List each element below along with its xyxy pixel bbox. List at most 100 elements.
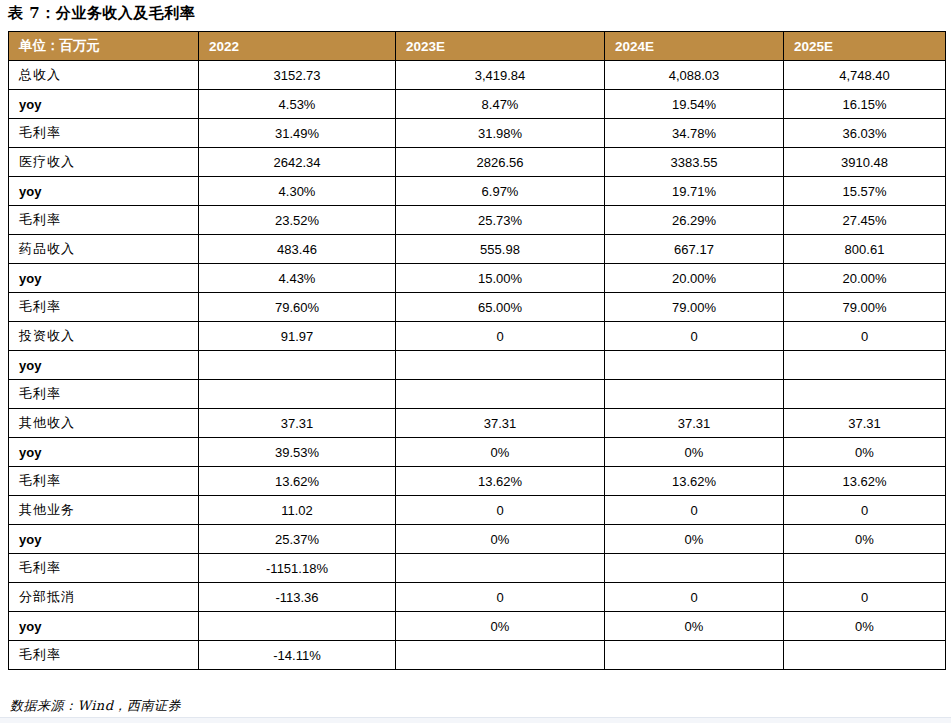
value-cell: 4.30% [199, 177, 396, 206]
table-row: 毛利率23.52%25.73%26.29%27.45% [9, 206, 946, 235]
value-cell: 39.53% [199, 438, 396, 467]
table-row: 毛利率31.49%31.98%34.78%36.03% [9, 119, 946, 148]
table-row: yoy39.53%0%0%0% [9, 438, 946, 467]
table-row: 毛利率-1151.18% [9, 554, 946, 583]
value-cell: 483.46 [199, 235, 396, 264]
value-cell: -14.11% [199, 641, 396, 670]
segment-revenue-table: 单位：百万元20222023E2024E2025E 总收入3152.733,41… [8, 31, 946, 670]
value-cell [396, 351, 605, 380]
value-cell: 13.62% [784, 467, 946, 496]
value-cell: 26.29% [605, 206, 784, 235]
value-cell: 19.54% [605, 90, 784, 119]
table-row: yoy25.37%0%0%0% [9, 525, 946, 554]
value-cell: 15.00% [396, 264, 605, 293]
row-label-cell: 毛利率 [9, 554, 199, 583]
row-label-cell: 其他收入 [9, 409, 199, 438]
table-row: 分部抵消-113.36000 [9, 583, 946, 612]
value-cell [199, 380, 396, 409]
value-cell: 2826.56 [396, 148, 605, 177]
value-cell: 0 [784, 496, 946, 525]
value-cell: 6.97% [396, 177, 605, 206]
table-row: 毛利率-14.11% [9, 641, 946, 670]
value-cell [605, 380, 784, 409]
value-cell: 16.15% [784, 90, 946, 119]
value-cell: 25.37% [199, 525, 396, 554]
header-cell-year: 2023E [396, 32, 605, 61]
value-cell: 2642.34 [199, 148, 396, 177]
table-row: yoy4.53%8.47%19.54%16.15% [9, 90, 946, 119]
row-label-cell: yoy [9, 438, 199, 467]
value-cell: 31.98% [396, 119, 605, 148]
value-cell [784, 554, 946, 583]
row-label-cell: 药品收入 [9, 235, 199, 264]
value-cell: 3,419.84 [396, 61, 605, 90]
value-cell: 23.52% [199, 206, 396, 235]
value-cell: 0% [784, 612, 946, 641]
value-cell [396, 554, 605, 583]
header-cell-year: 2024E [605, 32, 784, 61]
value-cell: 0 [784, 583, 946, 612]
value-cell: 0% [605, 438, 784, 467]
value-cell: 13.62% [396, 467, 605, 496]
value-cell [605, 351, 784, 380]
row-label-cell: 分部抵消 [9, 583, 199, 612]
value-cell: 667.17 [605, 235, 784, 264]
value-cell: 79.60% [199, 293, 396, 322]
value-cell: 27.45% [784, 206, 946, 235]
value-cell: 0% [396, 612, 605, 641]
page-bottom-strip [0, 717, 951, 723]
value-cell [784, 641, 946, 670]
value-cell: 4.43% [199, 264, 396, 293]
value-cell [605, 554, 784, 583]
value-cell: 0 [396, 583, 605, 612]
table-row: 其他业务11.02000 [9, 496, 946, 525]
table-row: 其他收入37.3137.3137.3137.31 [9, 409, 946, 438]
value-cell [199, 612, 396, 641]
value-cell [784, 351, 946, 380]
row-label-cell: 总收入 [9, 61, 199, 90]
value-cell: 20.00% [784, 264, 946, 293]
table-header-row: 单位：百万元20222023E2024E2025E [9, 32, 946, 61]
row-label-cell: 其他业务 [9, 496, 199, 525]
value-cell: 11.02 [199, 496, 396, 525]
value-cell: 13.62% [605, 467, 784, 496]
header-cell-unit: 单位：百万元 [9, 32, 199, 61]
row-label-cell: 毛利率 [9, 380, 199, 409]
value-cell: 36.03% [784, 119, 946, 148]
value-cell [199, 351, 396, 380]
value-cell: 800.61 [784, 235, 946, 264]
value-cell: 34.78% [605, 119, 784, 148]
table-row: 投资收入91.97000 [9, 322, 946, 351]
row-label-cell: yoy [9, 90, 199, 119]
value-cell: 79.00% [605, 293, 784, 322]
table-row: 医疗收入2642.342826.563383.553910.48 [9, 148, 946, 177]
row-label-cell: yoy [9, 525, 199, 554]
table-row: 毛利率79.60%65.00%79.00%79.00% [9, 293, 946, 322]
row-label-cell: 毛利率 [9, 293, 199, 322]
value-cell: 65.00% [396, 293, 605, 322]
value-cell: 0 [605, 322, 784, 351]
table-row: yoy4.30%6.97%19.71%15.57% [9, 177, 946, 206]
value-cell: 37.31 [605, 409, 784, 438]
value-cell: 0 [784, 322, 946, 351]
row-label-cell: yoy [9, 177, 199, 206]
value-cell: 37.31 [784, 409, 946, 438]
table-row: 毛利率 [9, 380, 946, 409]
report-page: 表 7：分业务收入及毛利率 单位：百万元20222023E2024E2025E … [0, 0, 951, 723]
value-cell [605, 641, 784, 670]
value-cell: 3383.55 [605, 148, 784, 177]
value-cell: 0% [396, 438, 605, 467]
value-cell: 37.31 [199, 409, 396, 438]
value-cell: 37.31 [396, 409, 605, 438]
value-cell: 0% [396, 525, 605, 554]
value-cell: -1151.18% [199, 554, 396, 583]
row-label-cell: yoy [9, 351, 199, 380]
value-cell [396, 380, 605, 409]
row-label-cell: 毛利率 [9, 119, 199, 148]
value-cell: 4.53% [199, 90, 396, 119]
value-cell: 0 [605, 496, 784, 525]
value-cell: 25.73% [396, 206, 605, 235]
value-cell: 91.97 [199, 322, 396, 351]
value-cell: 20.00% [605, 264, 784, 293]
value-cell: 3152.73 [199, 61, 396, 90]
